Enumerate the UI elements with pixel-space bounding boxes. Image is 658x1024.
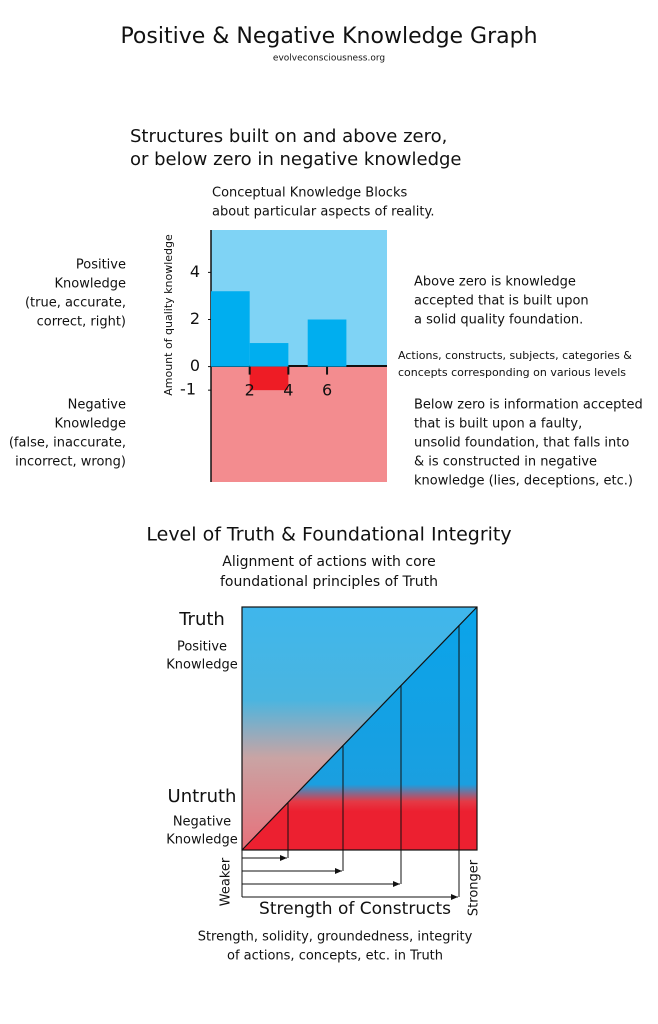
heading: Level of Truth & Foundational Integrity — [146, 524, 511, 546]
axis-note: concepts corresponding on various levels — [398, 366, 626, 379]
negative-label: (false, inaccurate, — [9, 436, 126, 451]
integrity-diagram: Level of Truth & Foundational Integrity … — [146, 524, 511, 920]
caption: Conceptual Knowledge Blocks — [212, 186, 407, 201]
footnote: Strength, solidity, groundedness, integr… — [198, 930, 473, 945]
caption: Alignment of actions with core — [222, 554, 435, 570]
title: Positive & Negative Knowledge Graph — [120, 24, 537, 49]
x-tick-label: 4 — [283, 381, 293, 400]
y-tick-label: -1 — [180, 380, 196, 399]
heading: Structures built on and above zero, — [130, 126, 447, 147]
knowledge-block — [249, 343, 289, 367]
below-note: Below zero is information accepted — [414, 398, 643, 413]
negative-label: Negative — [68, 398, 126, 413]
source: evolveconsciousness.org — [273, 54, 385, 64]
y-tick-label: 0 — [190, 356, 200, 375]
positive-label: Knowledge — [55, 277, 126, 292]
frame — [241, 606, 478, 851]
truth-label: Truth — [178, 609, 225, 630]
below-note: knowledge (lies, deceptions, etc.) — [414, 474, 633, 489]
knowledge-graph: Amount of quality knowledge 4 2 0 -1 2 4 6 — [162, 230, 387, 482]
negative-label: Knowledge — [55, 417, 126, 432]
above-note: Above zero is knowledge — [414, 275, 576, 290]
arrows — [241, 625, 460, 900]
footnote: of actions, concepts, etc. in Truth — [227, 949, 443, 964]
weaker-label: Weaker — [219, 857, 234, 906]
knowledge-block — [249, 366, 289, 391]
negative-label: Knowledge — [166, 833, 237, 848]
knowledge-block — [211, 291, 250, 367]
negative-label: Negative — [173, 815, 231, 830]
below-note: unsolid foundation, that falls into — [414, 436, 629, 451]
positive-label: Knowledge — [166, 658, 237, 673]
x-axis-label: Strength of Constructs — [259, 899, 451, 919]
negative-zone — [211, 366, 387, 482]
negative-label: incorrect, wrong) — [15, 455, 126, 470]
positive-label: Positive — [177, 640, 227, 655]
knowledge-block — [307, 319, 347, 367]
y-axis-label: Amount of quality knowledge — [162, 234, 175, 396]
positive-label: Positive — [76, 258, 126, 273]
diagonal — [241, 606, 478, 851]
positive-label: correct, right) — [37, 315, 126, 330]
axis-note: Actions, constructs, subjects, categorie… — [398, 349, 632, 362]
x-tick-label: 6 — [322, 381, 332, 400]
caption: foundational principles of Truth — [220, 574, 438, 590]
above-note: a solid quality foundation. — [414, 313, 583, 328]
above-note: accepted that is built upon — [414, 294, 589, 309]
untruth-label: Untruth — [168, 786, 237, 807]
caption: about particular aspects of reality. — [212, 205, 434, 220]
positive-label: (true, accurate, — [25, 296, 126, 311]
y-tick-label: 4 — [190, 262, 200, 281]
heading: or below zero in negative knowledge — [130, 149, 462, 170]
below-note: that is built upon a faulty, — [414, 417, 582, 432]
x-tick-label: 2 — [245, 381, 255, 400]
below-note: & is constructed in negative — [414, 455, 597, 470]
y-tick-label: 2 — [190, 309, 200, 328]
stronger-label: Stronger — [467, 859, 482, 916]
